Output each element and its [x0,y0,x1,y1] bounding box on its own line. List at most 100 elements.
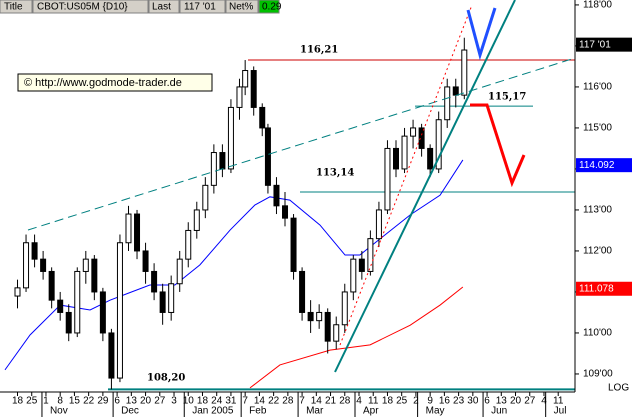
candle-body [82,258,89,272]
candle-body [57,299,64,313]
candle-body [23,242,30,289]
x-tick-label: 20 [510,396,522,407]
x-tick-label: 16 [439,396,451,407]
candle-body [461,49,468,96]
candle-body [250,70,257,108]
candle-body [65,311,72,334]
candle-body [176,258,183,285]
x-tick-label: 20 [140,396,152,407]
candle-body [242,70,249,88]
month-label: Jan 2005 [192,406,234,417]
x-tick-label: 24 [211,396,223,407]
x-tick-label: 25 [26,396,38,407]
month-label: Feb [249,406,267,417]
candle-body [375,209,382,240]
candle-body [125,213,132,244]
x-tick-label: 14 [311,396,323,407]
x-tick-label: 11 [368,396,379,407]
x-tick-label: 3 [171,396,177,407]
y-tick-label: 110'00 [583,328,612,339]
x-tick-label: 25 [396,396,408,407]
candle-body [40,258,47,272]
candle-body [259,106,266,129]
month-label: Nov [50,406,68,417]
month-label: Dec [121,406,139,417]
x-tick-label: 7 [242,396,248,407]
copyright-box [17,73,213,92]
month-label: Mar [306,406,324,417]
candle-body [358,258,365,272]
x-tick-label: 18 [12,396,24,407]
level-label: 115,17 [488,92,526,103]
header-cell [32,0,149,14]
y-tick-label: 118'00 [583,0,612,11]
x-tick-label: 28 [339,396,351,407]
candle-body [444,86,451,121]
candle-body [307,311,314,322]
header-cell [225,0,259,14]
x-tick-label: 4 [356,396,362,407]
candle-body [350,258,357,293]
y-tick-label: 116'00 [583,82,612,93]
forecast-arrow-down [470,103,526,188]
candle-body [264,127,271,186]
candle-body [99,291,106,334]
moving-average [4,159,464,371]
candle-body [74,270,81,334]
candle-body [202,184,209,211]
x-tick-label: 6 [484,396,490,407]
x-tick-label: 10 [183,396,195,407]
candle-body [324,311,331,342]
month-label: Apr [363,406,379,417]
x-tick-label: 8 [57,396,63,407]
x-tick-label: 14 [254,396,266,407]
y-tick-label: 112'00 [583,246,612,257]
candle-body [384,147,391,211]
moving-average [249,286,464,389]
y-tick-label: 109'00 [583,369,613,380]
x-tick-label: 29 [97,396,109,407]
header-net-label: Net% [229,2,254,13]
x-tick-label: 15 [69,396,81,407]
candle-body [31,242,38,260]
candle-body [410,127,417,137]
candle-body [108,332,115,379]
forecast-arrow-up [466,7,497,61]
header-net: 0.29 [262,2,282,13]
header-last: 117 '01 [184,2,216,13]
copyright: © http://www.godmode-trader.de [24,77,182,89]
month-label: Jul [554,406,567,417]
x-tick-label: 18 [197,396,209,407]
candle-body [219,152,226,170]
trendline-support [334,0,516,373]
header-cell [148,0,180,14]
candle-body [193,209,200,231]
x-tick-label: 2 [413,396,419,407]
x-tick-label: 4 [541,396,547,407]
trendline-dashed [27,57,576,231]
candle-body [168,283,175,313]
x-tick-label: 7 [299,396,305,407]
candle-body [151,270,158,293]
candle-body [116,242,123,379]
month-label: Jun [491,406,507,417]
x-tick-label: 21 [325,396,337,407]
x-tick-label: 22 [268,396,280,407]
x-tick-label: 31 [225,396,237,407]
header-cell [258,0,280,14]
x-tick-label: 9 [427,396,433,407]
plot-area [4,37,575,391]
candle-body [341,291,348,326]
x-tick-label: 11 [553,396,564,407]
header-last-label: Last [152,2,171,13]
candle-body [333,324,340,342]
candle-body [48,270,55,301]
candle-body [142,250,149,272]
header-title: Title [4,2,23,13]
x-tick-label: 13 [496,396,508,407]
scale-label: LOG [608,383,629,394]
candle-body [299,270,306,313]
x-tick-label: 6 [114,396,120,407]
candle-body [290,217,297,272]
